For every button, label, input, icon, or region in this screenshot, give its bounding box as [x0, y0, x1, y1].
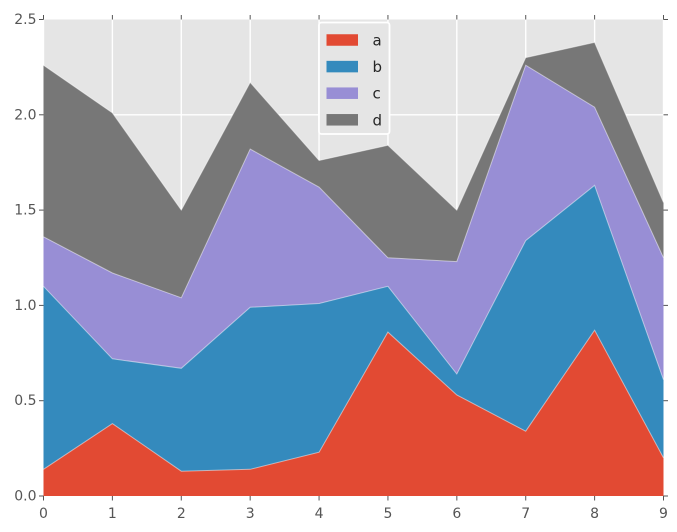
x-tick-label-0: 0	[39, 506, 48, 522]
y-tick-label-1.5: 1.5	[14, 203, 36, 219]
area-series-b	[43, 185, 664, 497]
area-top-edge-d	[43, 41, 664, 212]
legend-label-d: d	[373, 111, 383, 129]
x-tick-label-4: 4	[315, 506, 324, 522]
axis-ticks	[39, 15, 668, 501]
y-tick-label-0.5: 0.5	[14, 393, 36, 409]
legend-swatch-d	[326, 114, 358, 126]
y-tick-label-0.0: 0.0	[14, 489, 36, 505]
x-tick-label-9: 9	[659, 506, 668, 522]
legend-box	[318, 21, 391, 135]
area-top-edge-b	[43, 184, 664, 380]
x-tick-label-1: 1	[108, 506, 117, 522]
legend-label-b: b	[373, 58, 383, 76]
legend-swatch-b	[326, 60, 358, 73]
y-tick-label-2.5: 2.5	[14, 12, 36, 28]
x-tick-label-6: 6	[452, 506, 461, 522]
area-series	[43, 41, 664, 497]
y-tick-label-2.0: 2.0	[14, 107, 36, 123]
legend-label-a: a	[373, 32, 382, 50]
area-top-edge-c	[43, 64, 664, 299]
legend-swatch-a	[326, 34, 358, 46]
x-tick-label-5: 5	[383, 506, 392, 522]
x-axis-tick-labels: 0 1 2 3 4 5 6 7 8 9	[39, 506, 668, 522]
area-series-a	[43, 330, 664, 496]
y-axis-tick-labels: 0.0 0.5 1.0 1.5 2.0 2.5	[14, 12, 36, 505]
x-tick-label-2: 2	[177, 506, 186, 522]
area-top-edge-a	[43, 329, 664, 472]
x-tick-label-8: 8	[590, 506, 599, 522]
y-tick-label-1.0: 1.0	[14, 298, 36, 314]
legend-swatch-c	[326, 87, 358, 99]
legend-label-c: c	[373, 85, 381, 103]
x-tick-label-3: 3	[246, 506, 255, 522]
x-tick-label-7: 7	[521, 506, 530, 522]
